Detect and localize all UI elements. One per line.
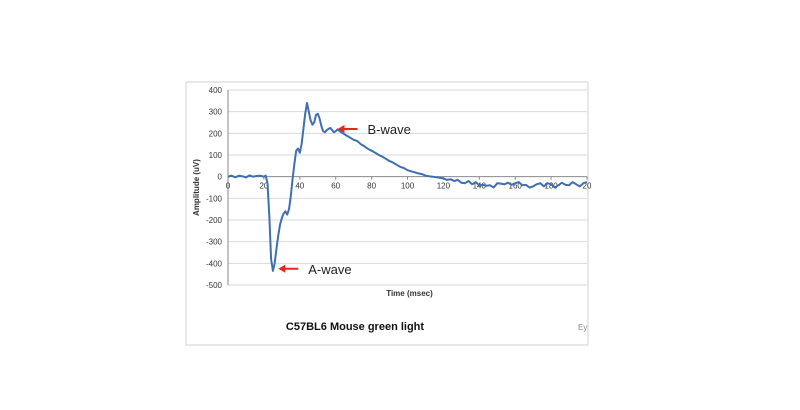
annotation-b-wave: B-wave — [337, 122, 411, 137]
annotation-a-wave: A-wave — [278, 262, 352, 277]
y-tick-label: 0 — [218, 173, 223, 182]
x-tick-label: 80 — [367, 182, 376, 191]
annotations: B-wave A-wave — [278, 122, 411, 277]
y-tick-label: 300 — [209, 108, 223, 117]
x-tick-label: 60 — [331, 182, 340, 191]
x-tick-labels: 0 20 40 60 80 100 120 140 160 180 20 — [226, 176, 592, 191]
y-tick-label: 100 — [209, 151, 223, 160]
arrowhead-icon — [278, 264, 286, 273]
x-axis-title: Time (msec) — [386, 289, 433, 298]
chart-caption: C57BL6 Mouse green light — [286, 321, 424, 333]
gridlines — [228, 89, 587, 286]
x-tick-label: 20 — [583, 182, 592, 191]
y-tick-label: -300 — [206, 238, 223, 247]
y-tick-label: -500 — [206, 281, 223, 290]
y-tick-label: 400 — [209, 86, 223, 95]
x-tick-label: 100 — [401, 182, 415, 191]
x-tick-label: 120 — [437, 182, 451, 191]
y-tick-label: -200 — [206, 216, 223, 225]
x-tick-label: 180 — [544, 182, 558, 191]
y-tick-label: 200 — [209, 129, 223, 138]
arrowhead-icon — [337, 125, 345, 133]
annotation-label: A-wave — [308, 262, 351, 277]
annotation-label: B-wave — [367, 122, 410, 137]
x-tick-label: 40 — [295, 182, 304, 191]
y-tick-label: -400 — [206, 259, 223, 268]
y-tick-labels: 400 300 200 100 0 -100 -200 -300 -400 -500 — [206, 86, 223, 290]
x-tick-label: 160 — [509, 182, 523, 191]
x-tick-label: 20 — [259, 182, 268, 191]
series-line-erg — [227, 102, 588, 272]
y-axis-title: Amplitude (uV) — [192, 159, 201, 216]
x-tick-label: 0 — [226, 182, 231, 191]
corner-text: Ey — [578, 323, 587, 332]
y-tick-label: -100 — [206, 194, 223, 203]
chart-border — [185, 81, 589, 346]
